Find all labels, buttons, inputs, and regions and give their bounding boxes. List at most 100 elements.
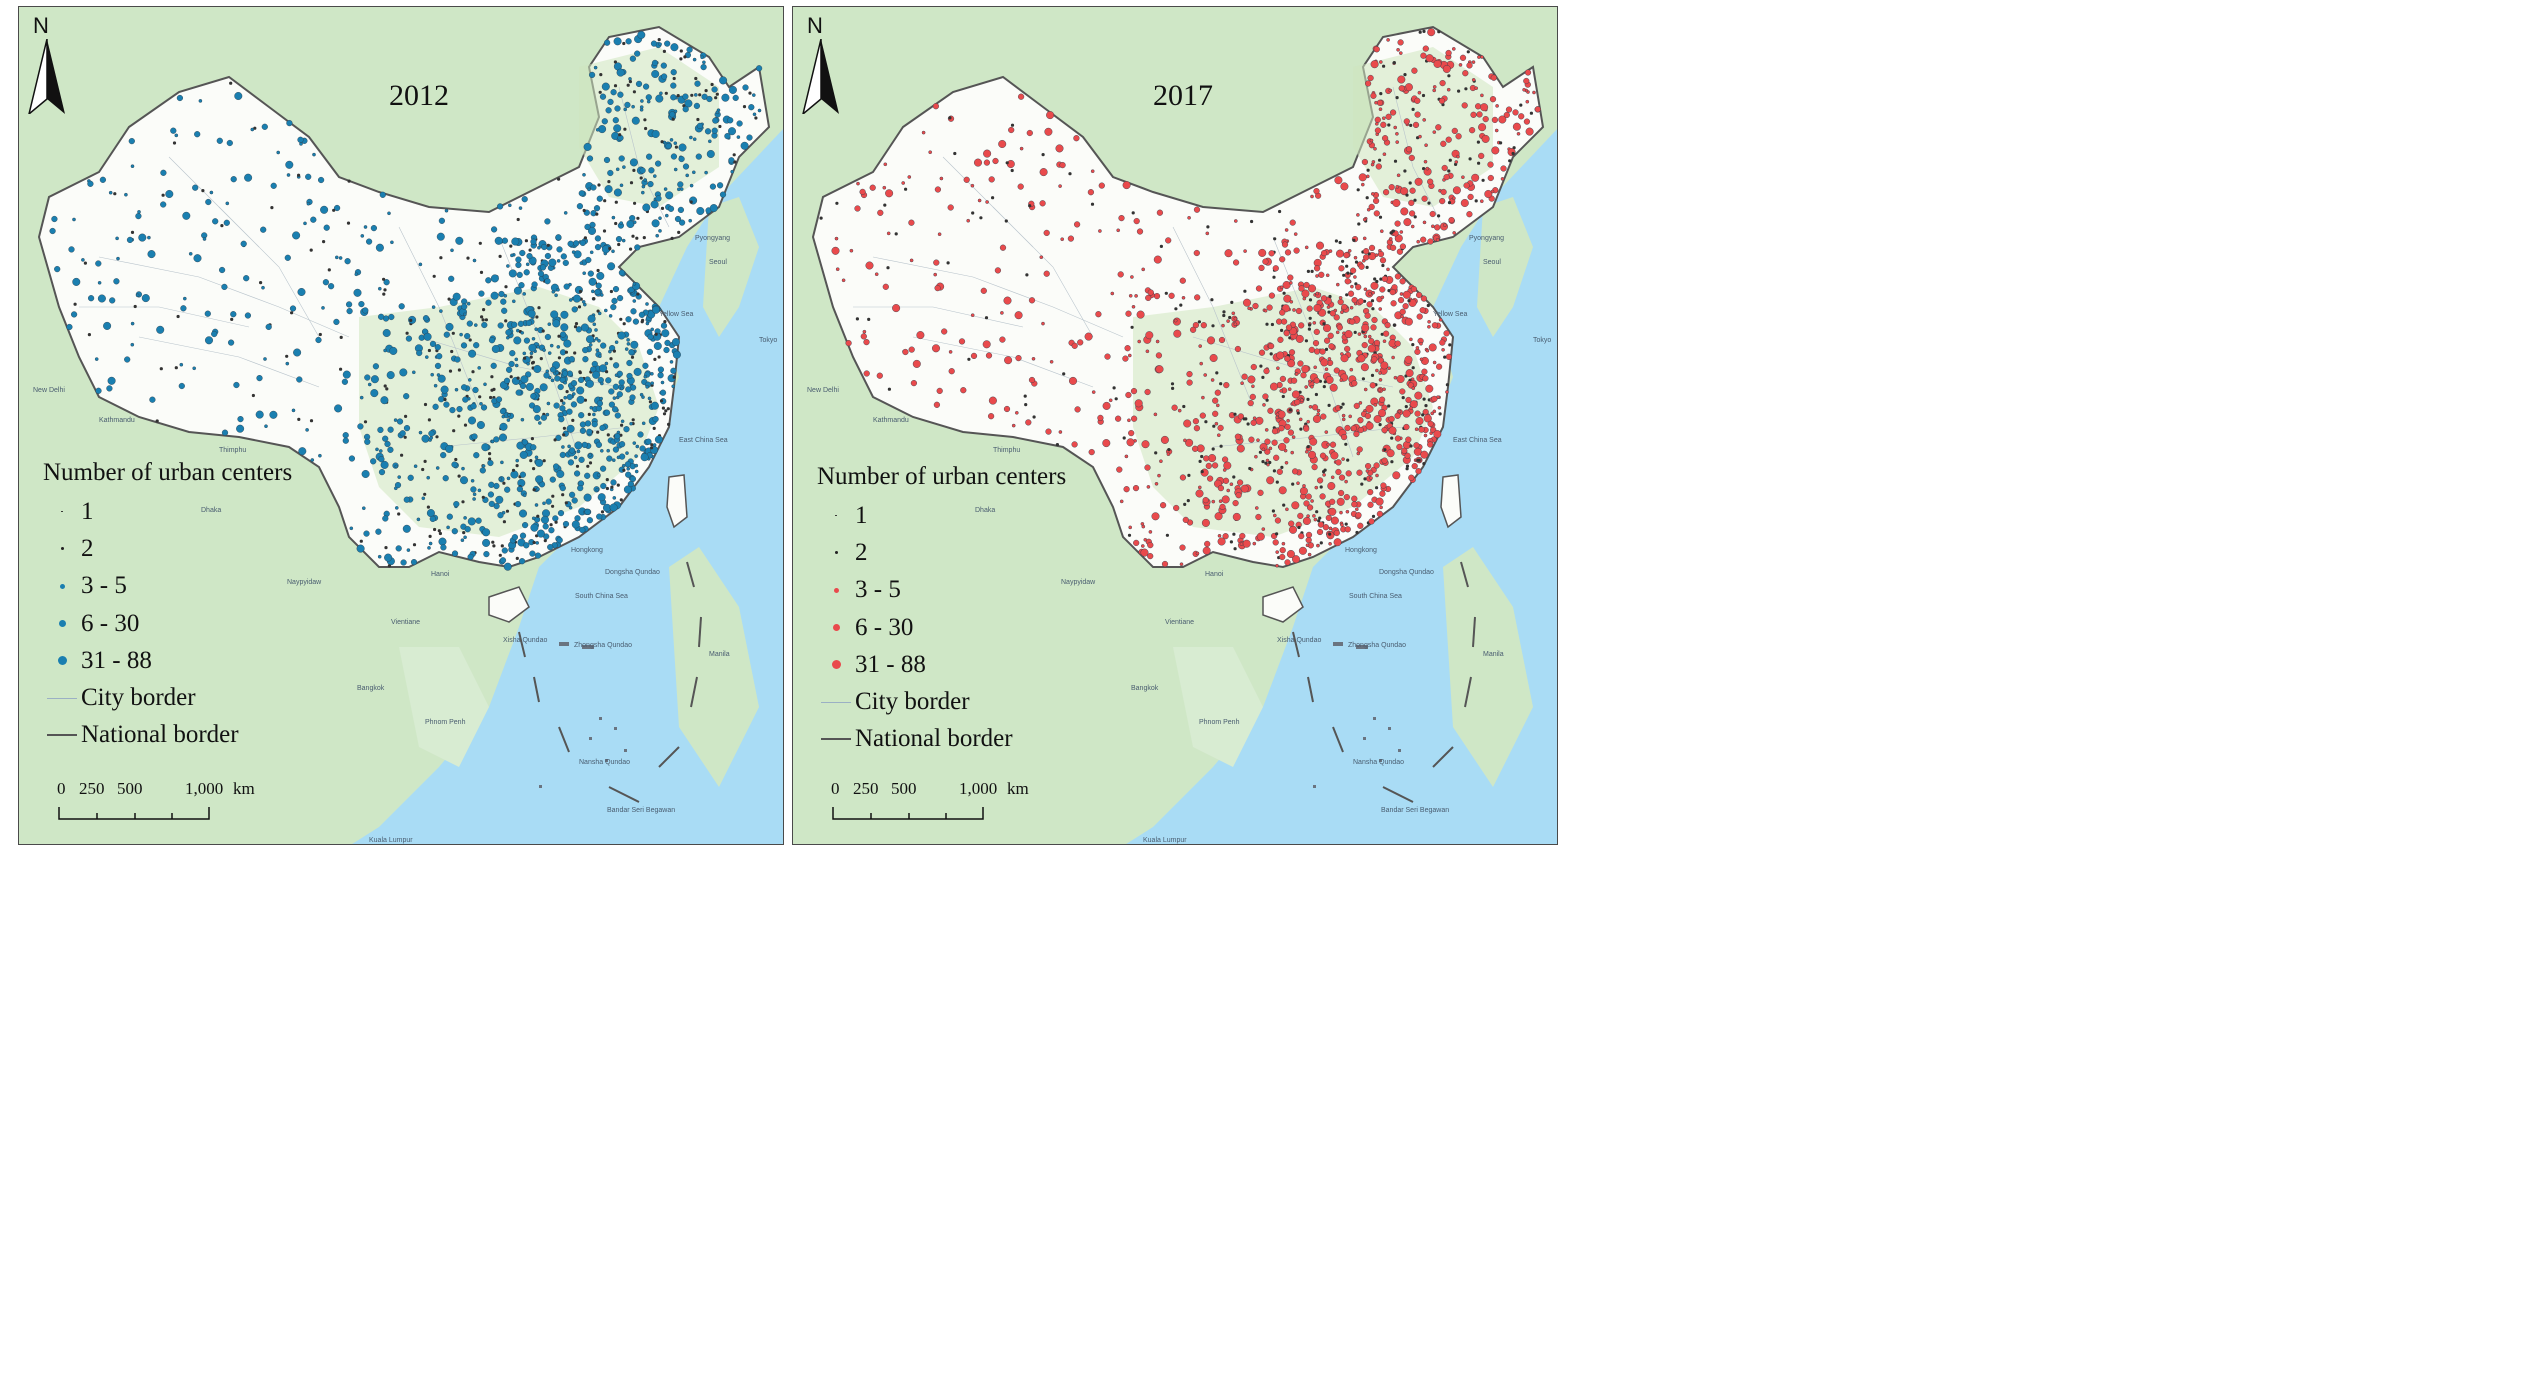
urban-center-dot bbox=[548, 527, 555, 534]
urban-center-dot bbox=[363, 225, 368, 229]
urban-center-dot bbox=[1198, 459, 1202, 463]
urban-center-dot bbox=[1329, 383, 1338, 392]
urban-center-dot bbox=[1427, 28, 1436, 37]
urban-center-dot bbox=[588, 343, 593, 347]
urban-center-dot bbox=[650, 443, 654, 447]
urban-center-dot bbox=[584, 508, 591, 516]
urban-center-dot bbox=[634, 454, 638, 458]
urban-center-dot bbox=[651, 59, 659, 67]
urban-center-dot bbox=[1424, 404, 1428, 408]
urban-center-dot bbox=[560, 323, 569, 332]
place-label: Seoul bbox=[709, 259, 727, 266]
urban-center-dot bbox=[1207, 336, 1216, 345]
urban-center-dot bbox=[490, 362, 497, 369]
urban-center-dot bbox=[1380, 361, 1389, 370]
urban-center-dot bbox=[383, 279, 390, 286]
urban-center-dot bbox=[1212, 397, 1219, 404]
urban-center-dot bbox=[545, 498, 552, 505]
urban-center-dot bbox=[862, 329, 867, 334]
urban-center-dot bbox=[503, 377, 511, 384]
urban-center-dot bbox=[1234, 345, 1242, 353]
place-label: Kathmandu bbox=[99, 417, 135, 424]
urban-center-dot bbox=[633, 201, 637, 205]
urban-center-dot bbox=[457, 368, 461, 372]
urban-center-dot bbox=[859, 188, 866, 196]
urban-center-dot bbox=[584, 223, 591, 231]
urban-center-dot bbox=[1112, 386, 1116, 390]
urban-center-dot bbox=[362, 307, 369, 314]
urban-center-dot bbox=[573, 470, 581, 477]
urban-center-dot bbox=[298, 447, 307, 456]
urban-center-dot bbox=[937, 232, 942, 236]
urban-center-dot bbox=[1351, 380, 1358, 387]
urban-center-dot bbox=[835, 201, 839, 205]
urban-center-dot bbox=[648, 167, 655, 174]
urban-center-dot bbox=[571, 250, 576, 254]
urban-center-dot bbox=[491, 226, 498, 233]
urban-center-dot bbox=[1310, 499, 1314, 503]
urban-center-dot bbox=[1275, 412, 1280, 417]
urban-center-dot bbox=[1328, 526, 1333, 531]
urban-center-dot bbox=[877, 209, 884, 216]
place-label: Tokyo bbox=[1533, 337, 1552, 344]
urban-center-dot bbox=[1411, 366, 1415, 370]
urban-center-dot bbox=[428, 534, 432, 539]
urban-center-dot bbox=[1397, 297, 1405, 304]
urban-center-dot bbox=[1355, 507, 1359, 512]
urban-center-dot bbox=[622, 322, 626, 326]
urban-center-dot bbox=[698, 93, 702, 97]
urban-center-dot bbox=[296, 376, 303, 383]
urban-center-dot bbox=[1216, 433, 1221, 438]
urban-center-dot bbox=[66, 323, 73, 331]
urban-center-dot bbox=[519, 558, 526, 565]
urban-center-dot bbox=[1387, 123, 1391, 127]
urban-center-dot bbox=[608, 246, 612, 251]
urban-center-dot bbox=[1318, 516, 1322, 520]
urban-center-dot bbox=[946, 261, 950, 265]
urban-center-dot bbox=[909, 258, 914, 263]
urban-center-dot bbox=[1272, 513, 1277, 518]
urban-center-dot bbox=[1028, 297, 1036, 304]
urban-center-dot bbox=[1137, 339, 1142, 344]
urban-center-dot bbox=[948, 116, 952, 120]
urban-center-dot bbox=[405, 331, 409, 335]
urban-center-dot bbox=[426, 505, 430, 509]
urban-center-dot bbox=[1408, 298, 1417, 307]
urban-center-dot bbox=[589, 405, 594, 410]
urban-center-dot bbox=[694, 93, 698, 97]
urban-center-dot bbox=[1306, 269, 1310, 273]
urban-center-dot bbox=[659, 91, 663, 96]
urban-center-dot bbox=[544, 252, 552, 260]
urban-center-dot bbox=[499, 433, 508, 442]
urban-center-dot bbox=[1426, 303, 1430, 308]
urban-center-dot bbox=[654, 332, 658, 336]
urban-center-dot bbox=[1371, 307, 1375, 311]
urban-center-dot bbox=[1396, 375, 1405, 384]
urban-center-dot bbox=[632, 299, 637, 303]
urban-center-dot bbox=[1437, 405, 1442, 410]
urban-center-dot bbox=[630, 355, 635, 359]
urban-center-dot bbox=[1438, 97, 1446, 105]
urban-center-dot bbox=[1119, 499, 1124, 504]
urban-center-dot bbox=[443, 331, 450, 338]
urban-center-dot bbox=[516, 376, 520, 380]
urban-center-dot bbox=[130, 342, 135, 347]
urban-center-dot bbox=[438, 531, 442, 536]
urban-center-dot bbox=[1153, 412, 1158, 417]
urban-center-dot bbox=[334, 204, 341, 212]
urban-center-dot bbox=[1234, 433, 1242, 440]
urban-center-dot bbox=[1233, 412, 1237, 416]
urban-center-dot bbox=[908, 219, 915, 226]
urban-center-dot bbox=[1024, 403, 1028, 407]
urban-center-dot bbox=[1382, 330, 1390, 337]
urban-center-dot bbox=[446, 513, 453, 520]
urban-center-dot bbox=[638, 311, 646, 318]
urban-center-dot bbox=[1440, 140, 1447, 147]
urban-center-dot bbox=[1222, 477, 1230, 484]
urban-center-dot bbox=[588, 453, 592, 457]
urban-center-dot bbox=[1203, 373, 1208, 377]
urban-center-dot bbox=[1341, 413, 1346, 418]
urban-center-dot bbox=[261, 123, 268, 130]
urban-center-dot bbox=[1445, 353, 1453, 360]
urban-center-dot bbox=[608, 345, 616, 352]
